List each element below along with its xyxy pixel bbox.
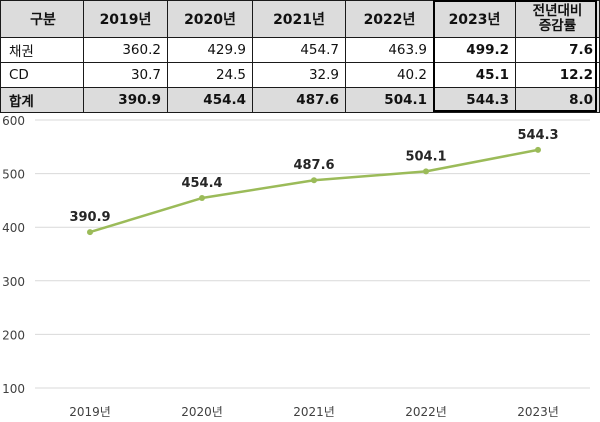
y-tick-label: 300 [2,275,25,289]
row-label: 채권 [0,37,84,63]
header-2022: 2022년 [345,0,434,38]
x-tick-label: 2022년 [405,405,447,419]
x-tick-label: 2020년 [181,405,223,419]
table-cell: 429.9 [167,37,253,63]
header-yoy-change-text: 전년대비 증감률 [532,3,583,34]
header-yoy-change: 전년대비 증감률 [515,0,600,38]
data-point [199,195,205,202]
table-cell: 499.2 [433,37,516,63]
table-cell: 487.6 [252,87,346,113]
x-tick-label: 2019년 [69,405,111,419]
data-point [535,146,541,153]
row-label: CD [0,62,84,88]
x-tick-label: 2021년 [293,405,335,419]
y-tick-label: 200 [2,328,25,342]
table-cell: 8.0 [515,87,600,113]
data-label: 390.9 [69,210,110,225]
table-cell: 40.2 [345,62,434,88]
table-cell: 32.9 [252,62,346,88]
table-cell: 45.1 [433,62,516,88]
header-2021: 2021년 [252,0,346,38]
y-tick-label: 400 [2,221,25,235]
y-tick-label: 600 [2,114,25,128]
table-row-cd: CD 30.7 24.5 32.9 40.2 45.1 12.2 [0,62,600,88]
table-cell: 30.7 [83,62,168,88]
header-2023: 2023년 [433,0,516,38]
table-row-total: 합계 390.9 454.4 487.6 504.1 544.3 8.0 [0,87,600,113]
data-label: 544.3 [517,128,558,143]
table-cell: 454.4 [167,87,253,113]
table-cell: 463.9 [345,37,434,63]
row-label: 합계 [0,87,84,113]
header-2020: 2020년 [167,0,253,38]
table-cell: 360.2 [83,37,168,63]
x-tick-label: 2023년 [517,405,559,419]
table-cell: 504.1 [345,87,434,113]
header-2019: 2019년 [83,0,168,38]
data-point [311,177,317,184]
table-cell: 12.2 [515,62,600,88]
table-cell: 24.5 [167,62,253,88]
data-label: 487.6 [293,158,334,173]
header-category: 구분 [0,0,84,38]
data-label: 454.4 [181,176,222,191]
table-cell: 7.6 [515,37,600,63]
table-cell: 454.7 [252,37,346,63]
data-label: 504.1 [405,149,446,164]
y-tick-label: 500 [2,168,25,182]
table-cell: 390.9 [83,87,168,113]
line-chart: 100 200 300 400 500 600 2019년 2020년 2021년 2022년 20… [2,114,590,419]
y-tick-label: 100 [2,382,25,396]
data-point [87,229,93,236]
data-point [423,168,429,175]
table-cell: 544.3 [433,87,516,113]
data-table: 구분 2019년 2020년 2021년 2022년 2023년 전년대비 증감률… [0,0,600,113]
table-header-row: 구분 2019년 2020년 2021년 2022년 2023년 전년대비 증감률 [0,0,600,38]
table-row-bonds: 채권 360.2 429.9 454.7 463.9 499.2 7.6 [0,37,600,63]
